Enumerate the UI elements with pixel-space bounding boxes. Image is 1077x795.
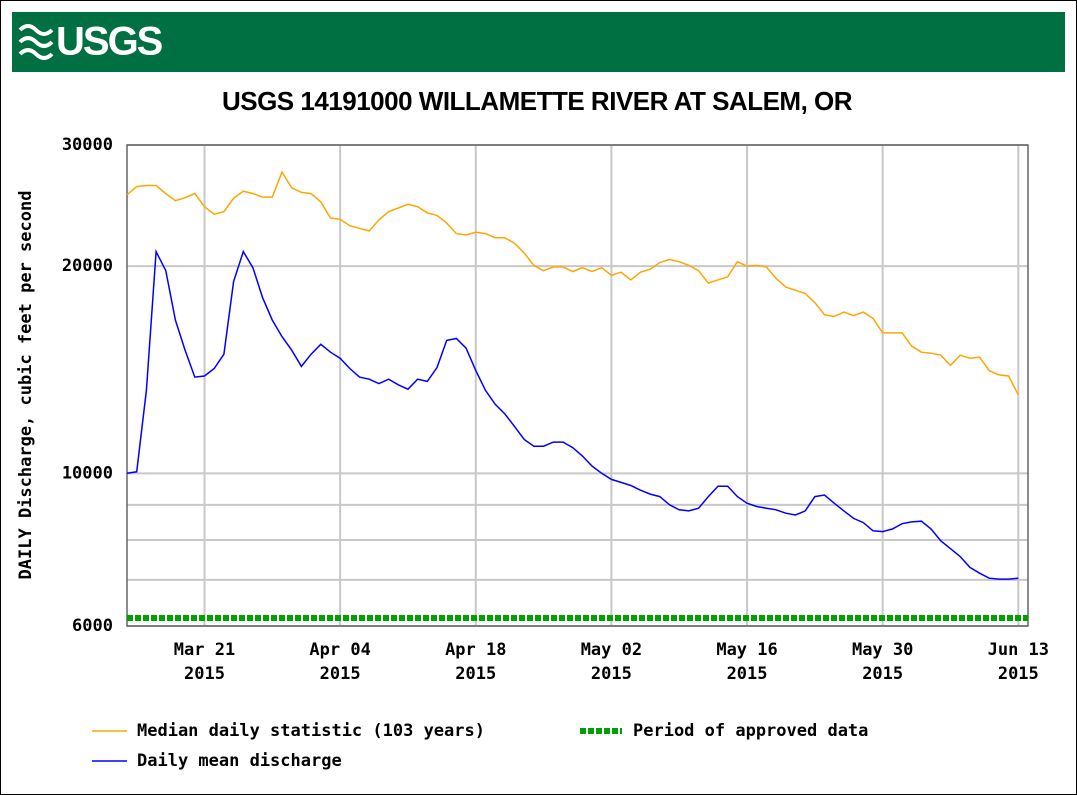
- x-tick-label: 2015: [455, 664, 496, 684]
- y-tick-label: 30000: [62, 135, 113, 155]
- y-tick-label: 6000: [72, 616, 113, 636]
- logo-text: USGS: [56, 20, 163, 64]
- x-tick-label: May 02: [581, 640, 642, 660]
- x-tick-label: 2015: [727, 664, 768, 684]
- legend-label: Daily mean discharge: [137, 751, 342, 771]
- x-tick-label: May 30: [852, 640, 913, 660]
- x-tick-label: Apr 18: [445, 640, 506, 660]
- x-tick-label: 2015: [862, 664, 903, 684]
- x-tick-label: 2015: [998, 664, 1039, 684]
- x-tick-label: Jun 13: [988, 640, 1049, 660]
- y-tick-label: 20000: [62, 256, 113, 276]
- x-tick-label: May 16: [716, 640, 777, 660]
- y-axis-label: DAILY Discharge, cubic feet per second: [16, 191, 36, 580]
- chart-title: USGS 14191000 WILLAMETTE RIVER AT SALEM,…: [222, 86, 853, 116]
- x-tick-label: 2015: [184, 664, 225, 684]
- x-tick-label: Mar 21: [174, 640, 235, 660]
- x-tick-label: 2015: [320, 664, 361, 684]
- x-tick-label: Apr 04: [309, 640, 370, 660]
- legend-label: Median daily statistic (103 years): [137, 721, 485, 741]
- y-tick-label: 10000: [62, 463, 113, 483]
- logo-waves: [18, 24, 54, 60]
- header-band: [12, 12, 1065, 72]
- legend-label: Period of approved data: [633, 721, 868, 741]
- plot-frame: [126, 144, 1029, 627]
- x-tick-label: 2015: [591, 664, 632, 684]
- legend: Median daily statistic (103 years) Daily …: [92, 721, 868, 771]
- series-line: [126, 170, 1019, 396]
- series-line: [126, 248, 1019, 580]
